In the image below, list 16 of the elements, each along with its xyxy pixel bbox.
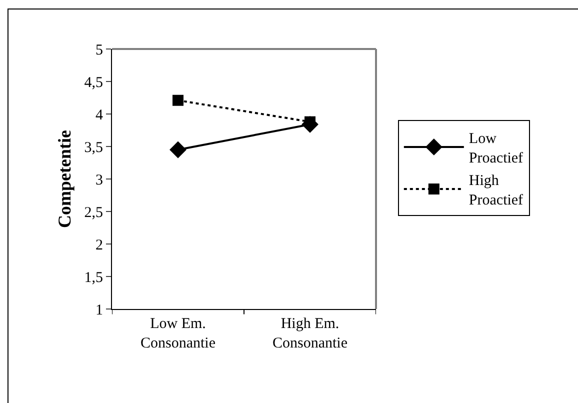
x-tick-label: High Em. Consonantie	[272, 316, 348, 352]
y-tick-label: 2	[96, 237, 103, 254]
y-tick-label: 3,5	[84, 140, 103, 156]
y-tick-label: 1	[96, 302, 103, 318]
y-tick-label: 4,5	[84, 74, 103, 91]
legend-label: Low Proactief	[468, 131, 524, 167]
y-tick-label: 3	[96, 172, 103, 188]
legend-label: High Proactief	[468, 173, 524, 209]
y-tick-label: 2,5	[84, 204, 103, 221]
point	[172, 94, 184, 106]
point	[170, 141, 186, 158]
x-tick-label: Low Em. Consonantie	[140, 316, 216, 352]
y-tick-label: 4	[96, 107, 104, 124]
y-tick-label: 5	[96, 42, 103, 58]
y-axis-title: Competentie	[54, 130, 74, 228]
y-tick-label: 1,5	[84, 270, 103, 286]
